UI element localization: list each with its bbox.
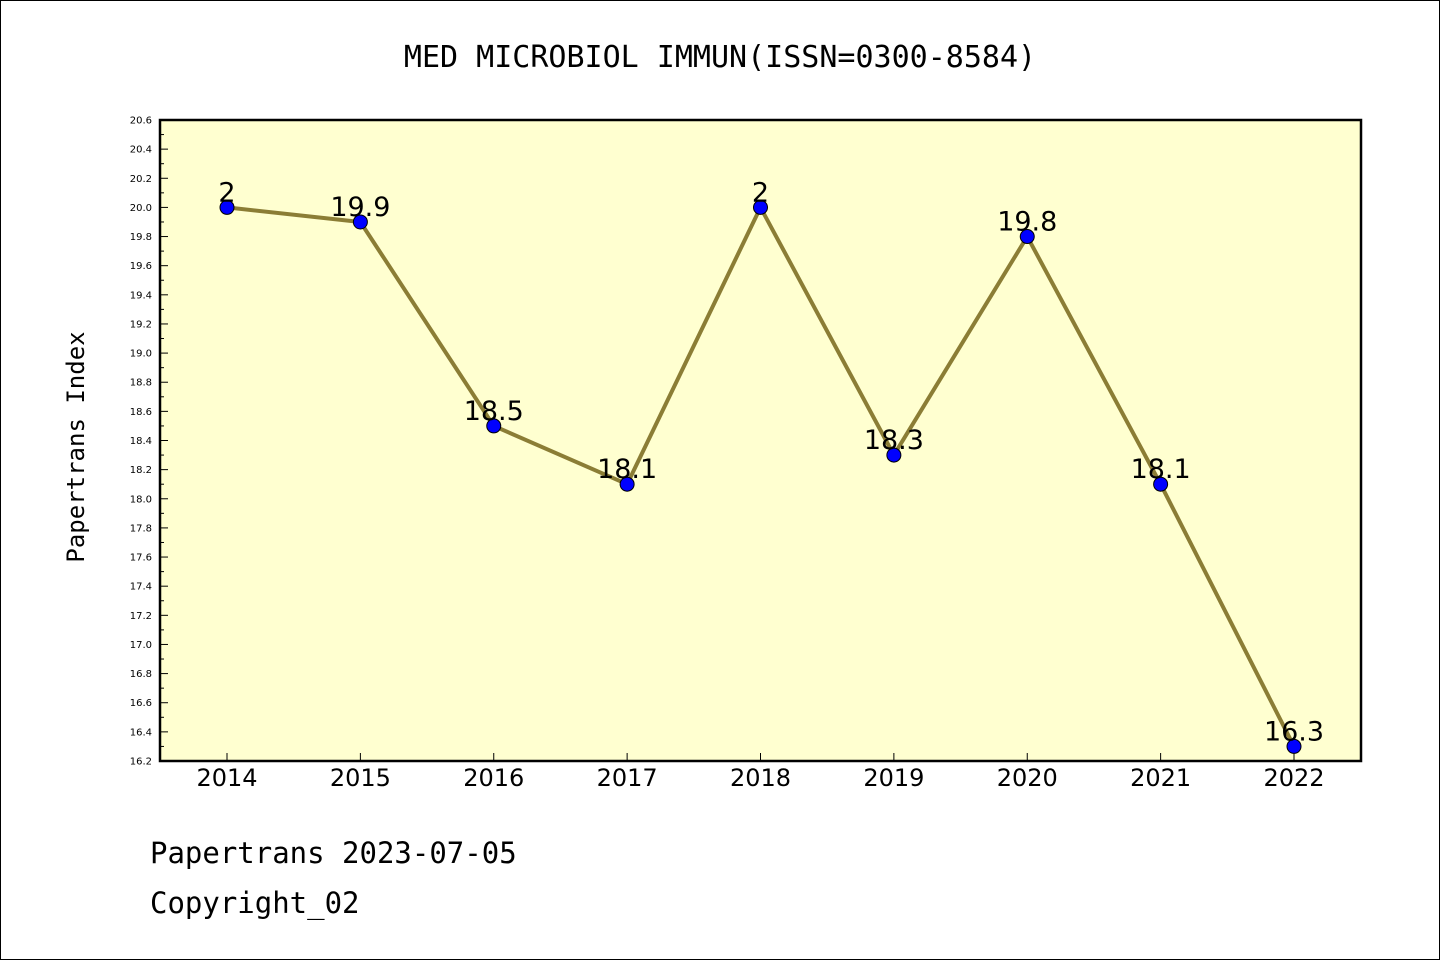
series-layer: 2 19.9 18.5 18.1 2 18.3 19.8 18.1 16.3 xyxy=(218,177,1324,754)
y-tick-label: 20.6 xyxy=(130,116,152,127)
x-tick-label: 2014 xyxy=(196,764,257,792)
y-tick-label: 20.2 xyxy=(130,174,152,185)
x-tick-label: 2016 xyxy=(463,764,524,792)
x-tick-label: 2022 xyxy=(1263,764,1324,792)
data-label: 19.9 xyxy=(330,192,390,223)
data-point xyxy=(219,199,235,215)
y-tick-label: 18.6 xyxy=(130,407,152,418)
y-tick-label: 17.8 xyxy=(130,523,152,534)
data-point xyxy=(1019,229,1035,245)
data-point xyxy=(886,447,902,463)
y-tick-label: 19.6 xyxy=(130,261,152,272)
y-tick-label: 20.4 xyxy=(130,145,152,156)
x-tick-label: 2017 xyxy=(597,764,658,792)
data-label: 18.3 xyxy=(864,425,924,456)
data-point xyxy=(1286,738,1302,754)
y-tick-label: 20.0 xyxy=(130,203,152,214)
footer-copyright: Copyright_02 xyxy=(150,886,360,920)
y-tick-label: 16.2 xyxy=(130,757,152,768)
chart-title: MED MICROBIOL IMMUN(ISSN=0300-8584) xyxy=(404,40,1036,75)
y-tick-label: 17.6 xyxy=(130,553,152,564)
x-tick-label: 2020 xyxy=(997,764,1058,792)
data-point xyxy=(753,199,768,215)
y-tick-label: 19.0 xyxy=(130,349,152,360)
y-tick-label: 18.8 xyxy=(130,378,152,389)
footer-date: Papertrans 2023-07-05 xyxy=(150,836,517,870)
y-tick-label: 18.0 xyxy=(130,494,152,505)
data-point xyxy=(486,418,502,434)
data-label: 2 xyxy=(752,177,769,208)
y-tick-label: 19.2 xyxy=(130,319,152,330)
y-tick-label: 17.0 xyxy=(130,640,152,651)
y-axis-label: Papertrans Index xyxy=(62,331,90,562)
y-tick-label: 16.6 xyxy=(130,698,152,709)
data-label: 18.5 xyxy=(464,396,524,427)
y-tick-label: 17.2 xyxy=(130,611,152,622)
data-label: 2 xyxy=(218,177,235,208)
x-tick-label: 2021 xyxy=(1130,764,1191,792)
data-point xyxy=(1153,476,1169,492)
data-label: 18.1 xyxy=(597,454,657,485)
y-tick-label: 19.8 xyxy=(130,232,152,243)
x-tick-label: 2018 xyxy=(730,764,791,792)
y-tick-label: 17.4 xyxy=(130,582,152,593)
y-tick-label: 16.8 xyxy=(130,669,152,680)
data-label: 18.1 xyxy=(1131,454,1191,485)
data-label: 16.3 xyxy=(1264,716,1324,747)
y-tick-label: 18.2 xyxy=(130,465,152,476)
data-point xyxy=(352,214,368,230)
y-axis-ticks: 16.2 16.4 16.6 16.8 17.0 17.2 17.4 17.6 17.8 18.0… xyxy=(130,116,168,768)
data-label: 19.8 xyxy=(997,207,1057,238)
x-axis-ticks: 2014 2015 2016 2017 2018 2019 2020 2021 2022 xyxy=(196,753,1325,792)
data-point xyxy=(619,476,635,492)
x-tick-label: 2019 xyxy=(863,764,924,792)
y-tick-label: 19.4 xyxy=(130,290,152,301)
y-tick-label: 16.4 xyxy=(130,727,152,738)
x-tick-label: 2015 xyxy=(330,764,391,792)
y-tick-label: 18.4 xyxy=(130,436,152,447)
